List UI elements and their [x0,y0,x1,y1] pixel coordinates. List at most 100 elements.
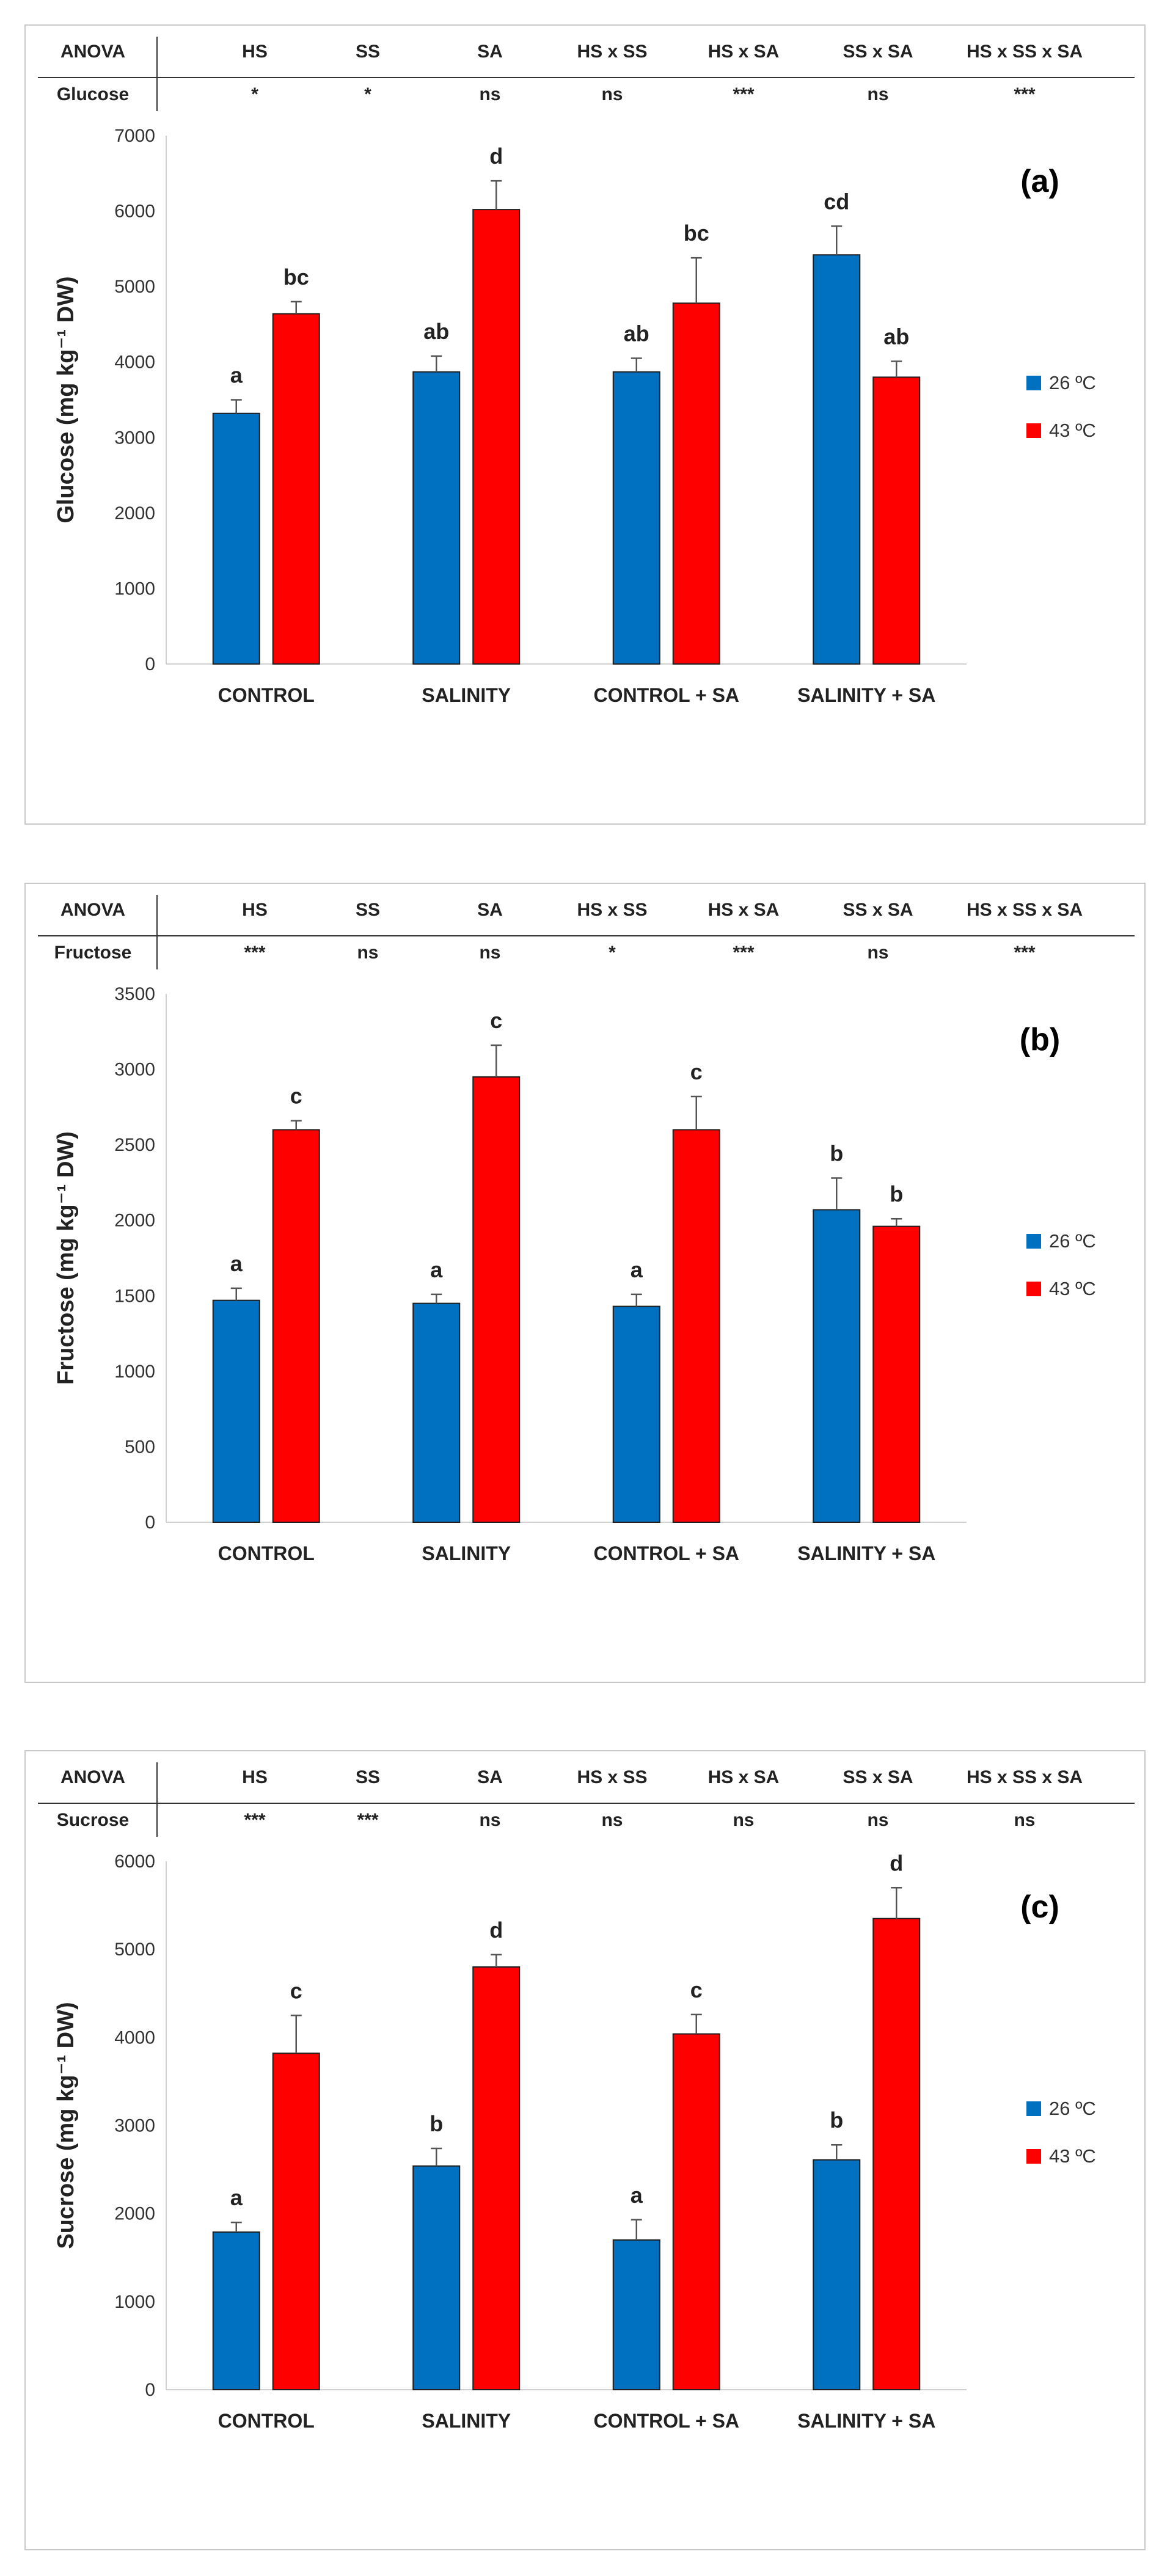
x-tick-label-control-sa: CONTROL + SA [593,684,739,706]
legend-swatch-26-c [1026,2101,1041,2116]
anova-header-ss-x-sa: SS x SA [843,42,913,62]
anova-value: *** [733,84,754,104]
bar-control-sa-26-c [612,2239,660,2391]
anova-row-label: Fructose [54,943,132,963]
anova-header-anova: ANOVA [60,42,125,62]
y-tick-label: 3000 [114,1060,155,1080]
anova-header-hs-x-ss: HS x SS [577,1767,647,1787]
y-tick-label: 2000 [114,1211,155,1231]
y-tick-label: 2500 [114,1135,155,1155]
bar-salinity-sa-26-c [813,254,861,665]
x-tick-label-control: CONTROL [218,684,315,706]
y-tick-label: 4000 [114,2027,155,2048]
bar-control-43-c [272,313,320,665]
y-tick-label: 7000 [114,126,155,146]
y-axis-label: Fructose (mg kg⁻¹ DW) [53,1131,79,1385]
chart-panel-c: ANOVA HS SS SA HS x SS HS x SA SS x SA HS x SS … [24,1750,1146,2550]
y-tick-label: 5000 [114,277,155,297]
anova-value: ns [601,1810,623,1830]
y-tick-label: 5000 [114,1939,155,1960]
anova-value: *** [357,1810,378,1830]
x-tick-label-salinity-sa: SALINITY + SA [797,1542,935,1564]
anova-header-hs-x-ss-x-sa: HS x SS x SA [967,900,1083,920]
significance-letter: b [830,2107,843,2133]
bar-salinity-sa-26-c [813,2159,861,2390]
bar-salinity-sa-43-c [872,376,921,665]
significance-letter: a [230,363,243,388]
bar-control-26-c [212,1299,260,1523]
legend-label-26-c: 26 ºC [1049,2098,1096,2119]
anova-header-sa: SA [477,42,503,62]
legend-label-43-c: 43 ºC [1049,1278,1096,1299]
bar-salinity-26-c [412,2165,461,2390]
significance-letter: a [631,1257,643,1282]
significance-letter: ab [624,321,649,346]
anova-value: *** [244,943,265,963]
y-tick-label: 6000 [114,202,155,222]
anova-row-label: Sucrose [57,1810,129,1830]
anova-header-hs-x-sa: HS x SA [708,42,780,62]
y-tick-label: 1000 [114,578,155,599]
anova-header-anova: ANOVA [60,1767,125,1787]
anova-header-sa: SA [477,900,503,920]
significance-letter: b [430,2111,443,2136]
anova-header-anova: ANOVA [60,900,125,920]
bar-control-sa-26-c [612,1305,660,1523]
y-tick-label: 0 [145,1512,155,1533]
anova-value: * [364,84,371,104]
anova-value: ns [479,84,500,104]
anova-value: *** [1014,943,1035,963]
significance-letter: bc [283,265,309,290]
x-tick-label-salinity: SALINITY [422,1542,511,1564]
anova-value: ns [733,1810,754,1830]
chart-svg-a: ANOVA HS SS SA HS x SS HS x SA SS x SA HS x SS … [38,37,1135,706]
anova-header-hs-x-ss: HS x SS [577,42,647,62]
bar-control-26-c [212,2231,260,2390]
bar-control-sa-43-c [672,302,720,665]
legend-swatch-43-c [1026,1282,1041,1296]
anova-header-sa: SA [477,1767,503,1787]
significance-letter: a [230,1251,243,1276]
bar-salinity-26-c [412,371,461,665]
y-axis-label: Glucose (mg kg⁻¹ DW) [53,276,79,523]
significance-letter: c [690,1977,703,2002]
y-tick-label: 0 [145,2380,155,2400]
y-tick-label: 1500 [114,1286,155,1306]
bar-control-sa-43-c [672,2033,720,2391]
legend-label-43-c: 43 ºC [1049,2145,1096,2167]
anova-value: ns [601,84,623,104]
significance-letter: c [690,1059,703,1084]
x-tick-label-control: CONTROL [218,2410,315,2432]
y-tick-label: 1000 [114,1362,155,1382]
anova-value: *** [733,943,754,963]
anova-value: * [609,943,616,963]
anova-value: ns [867,1810,888,1830]
y-tick-label: 0 [145,654,155,674]
significance-letter: d [489,144,503,169]
anova-header-hs-x-ss-x-sa: HS x SS x SA [967,1767,1083,1787]
significance-letter: bc [684,221,709,246]
anova-value: ns [479,1810,500,1830]
bar-salinity-43-c [472,209,521,665]
anova-header-hs-x-sa: HS x SA [708,900,780,920]
y-tick-label: 1000 [114,2292,155,2312]
y-tick-label: 500 [125,1437,155,1457]
significance-letter: ab [423,319,449,344]
significance-letter: c [490,1008,502,1033]
anova-value: ns [867,943,888,963]
bar-salinity-sa-26-c [813,1209,861,1523]
panel-label: (a) [1020,164,1059,199]
chart-panel-b: ANOVA HS SS SA HS x SS HS x SA SS x SA HS x SS … [24,883,1146,1683]
bar-control-sa-26-c [612,371,660,665]
y-tick-label: 3500 [114,984,155,1004]
bar-salinity-43-c [472,1966,521,2390]
y-tick-label: 2000 [114,2204,155,2224]
bar-salinity-sa-43-c [872,1917,921,2391]
significance-letter: a [230,2185,243,2210]
x-tick-label-salinity-sa: SALINITY + SA [797,2410,935,2432]
legend-swatch-43-c [1026,2149,1041,2164]
anova-header-hs: HS [242,1767,268,1787]
anova-header-ss: SS [356,42,380,62]
significance-letter: d [489,1917,503,1943]
legend-label-43-c: 43 ºC [1049,420,1096,441]
